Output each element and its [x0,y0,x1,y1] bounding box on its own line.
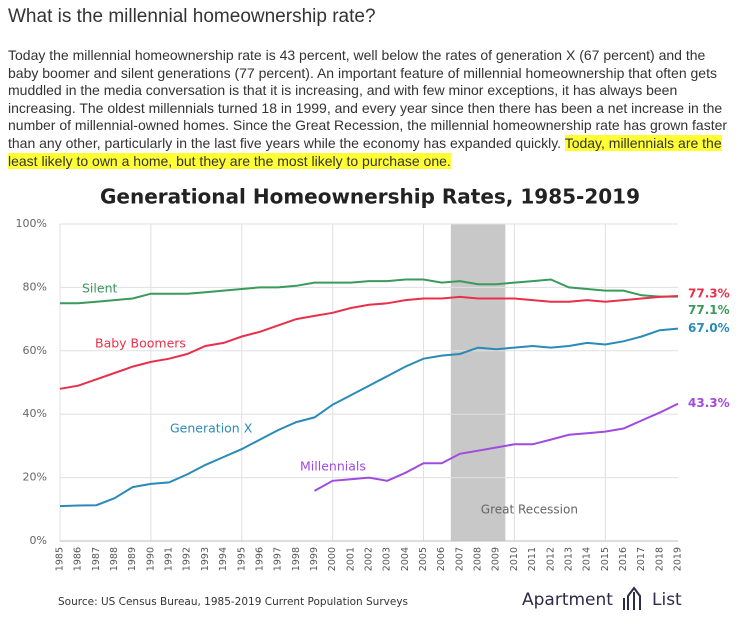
x-tick-label: 2011 [527,547,538,571]
x-tick-label: 2002 [364,547,375,571]
y-tick-label: 60% [23,344,47,357]
paragraph-text: Today the millennial homeownership rate … [8,47,728,151]
logo-text: Apartment [522,590,613,610]
x-tick-label: 2015 [600,547,611,571]
paragraph: Today the millennial homeownership rate … [8,47,732,170]
x-tick-label: 2019 [673,547,684,571]
x-tick-label: 2004 [400,547,411,571]
x-tick-label: 1990 [145,547,156,571]
series-label: Baby Boomers [95,336,186,351]
value-label: 43.3% [688,396,730,410]
series-label: Millennials [300,459,366,474]
x-tick-label: 1996 [254,547,265,571]
heading: What is the millennial homeownership rat… [8,6,376,27]
x-tick-label: 1994 [218,547,229,571]
recession-band [450,224,506,541]
x-tick-label: 2008 [473,547,484,571]
x-tick-label: 1986 [73,547,84,571]
value-label: 77.1% [688,303,730,317]
x-tick-label: 2012 [545,547,556,571]
x-tick-label: 2009 [491,547,502,571]
y-tick-label: 0% [30,534,47,547]
x-tick-label: 2005 [418,547,429,571]
x-tick-label: 1997 [273,547,284,571]
series-line [59,327,679,508]
x-tick-label: 2014 [582,547,593,571]
x-tick-label: 1991 [164,547,175,571]
value-label: 67.0% [688,321,730,335]
x-tick-label: 1995 [236,547,247,571]
series-line [314,402,679,492]
y-tick-label: 80% [23,280,47,293]
x-tick-label: 2000 [327,547,338,571]
logo-icon [623,586,641,610]
y-tick-label: 100% [16,217,47,230]
x-tick-label: 1999 [309,547,320,571]
series-line [59,295,679,390]
x-tick-label: 2017 [636,547,647,571]
x-tick-label: 1988 [109,547,120,571]
x-tick-label: 1993 [200,547,211,571]
x-tick-label: 2016 [618,547,629,571]
x-tick-label: 1992 [182,547,193,571]
source: Source: US Census Bureau, 1985-2019 Curr… [58,596,408,608]
x-tick-label: 1998 [291,547,302,571]
x-tick-label: 2001 [345,547,356,571]
x-tick-label: 2018 [654,547,665,571]
series-label: Silent [82,281,117,296]
x-tick-label: 1989 [127,547,138,571]
recession-label: Great Recession [481,503,578,517]
series-line [60,278,678,305]
x-tick-label: 2007 [454,547,465,571]
x-tick-label: 2010 [509,547,520,571]
x-tick-label: 2006 [436,547,447,571]
series-label: Generation X [170,421,253,436]
y-tick-label: 40% [23,407,47,420]
y-tick-label: 20% [23,471,47,484]
x-tick-label: 2003 [382,547,393,571]
chart-title: Generational Homeownership Rates, 1985-2… [100,185,640,209]
x-tick-label: 1985 [55,547,66,571]
value-label: 77.3% [688,286,730,300]
x-tick-label: 1987 [91,547,102,571]
x-tick-label: 2013 [563,547,574,571]
logo-text: List [652,590,682,610]
